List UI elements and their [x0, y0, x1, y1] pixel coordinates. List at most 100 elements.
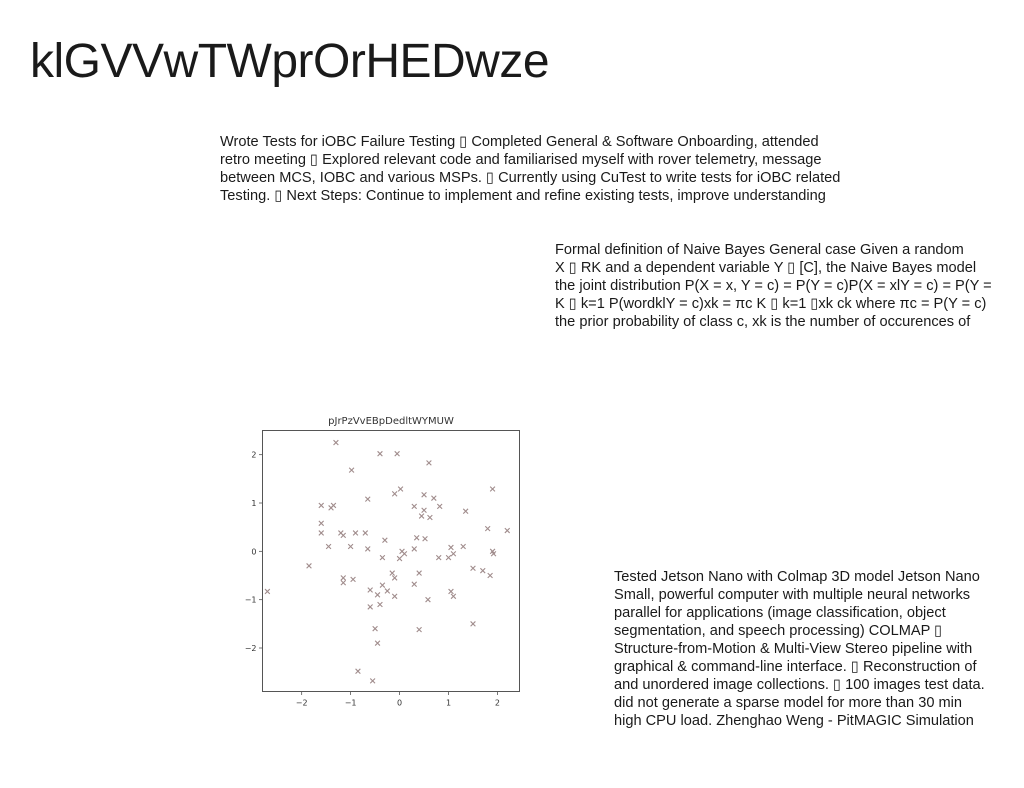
scatter-point — [340, 579, 347, 586]
text-line: K ▯ k=1 P(wordklY = c)xk = πc K ▯ k=1 ▯x… — [555, 296, 987, 312]
scatter-point — [421, 507, 427, 514]
x-tick-label: −1 — [345, 699, 357, 708]
text-line: the prior probability of class c, xk is … — [555, 314, 971, 330]
scatter-point — [325, 543, 332, 550]
scatter-point — [379, 582, 386, 588]
y-tick-label: 1 — [251, 499, 256, 508]
scatter-point — [374, 640, 381, 646]
scatter-point — [435, 554, 442, 561]
scatter-point — [347, 543, 354, 550]
scatter-point — [306, 563, 312, 569]
scatter-point — [369, 678, 376, 684]
scatter-point — [340, 575, 347, 581]
y-tick-label: 0 — [251, 547, 256, 556]
scatter-point — [418, 513, 425, 519]
scatter-point — [318, 520, 325, 527]
text-line: retro meeting ▯ Explored relevant code a… — [220, 152, 822, 168]
scatter-point — [333, 439, 339, 446]
scatter-point — [379, 554, 386, 561]
x-tick-label: 1 — [446, 699, 451, 708]
scatter-point — [462, 508, 469, 515]
scatter-point — [367, 587, 373, 593]
scatter-point — [487, 572, 493, 579]
scatter-point — [362, 530, 369, 536]
scatter-point — [450, 593, 457, 600]
scatter-point — [431, 495, 437, 501]
scatter-point — [394, 450, 400, 457]
scatter-point — [425, 596, 431, 603]
text-line: parallel for applications (image classif… — [614, 605, 946, 621]
y-tick-label: 2 — [251, 451, 256, 460]
chart-title: pJrPzVvEBpDedltWYMUW — [328, 416, 454, 427]
scatter-point — [372, 625, 378, 632]
scatter-point — [389, 570, 396, 576]
text-line: the joint distribution P(X = x, Y = c) =… — [555, 278, 992, 294]
scatter-point — [401, 550, 408, 557]
scatter-point — [411, 503, 418, 510]
scatter-point — [470, 621, 476, 627]
scatter-point — [397, 486, 404, 492]
x-tick-label: −2 — [296, 699, 308, 708]
scatter-point — [264, 588, 271, 595]
y-tick-label: −1 — [245, 596, 257, 605]
scatter-point — [350, 576, 356, 583]
scatter-point — [384, 588, 391, 594]
text-line: Small, powerful computer with multiple n… — [614, 587, 971, 603]
scatter-point — [352, 530, 359, 536]
scatter-point — [374, 592, 381, 598]
scatter-point — [367, 604, 373, 610]
text-line: Tested Jetson Nano with Colmap 3D model … — [614, 569, 980, 585]
scatter-points — [264, 439, 511, 684]
text-line: Structure-from-Motion & Multi-View Stere… — [614, 641, 973, 657]
text-block-naive-bayes: Formal definition of Naive Bayes General… — [555, 241, 1024, 331]
scatter-point — [318, 502, 325, 509]
scatter-point — [416, 626, 422, 633]
text-line: and unordered image collections. ▯ 100 i… — [614, 677, 985, 693]
scatter-point — [436, 503, 443, 510]
x-tick-label: 0 — [397, 699, 402, 708]
scatter-point — [391, 575, 398, 581]
scatter-point — [489, 486, 496, 492]
scatter-point — [427, 514, 433, 521]
text-line: Wrote Tests for iOBC Failure Testing ▯ C… — [220, 134, 819, 150]
scatter-point — [484, 525, 491, 532]
scatter-point — [364, 546, 371, 552]
axis-ticks: −2 −1 0 1 2 2 1 0 −1 −2 — [245, 451, 500, 708]
scatter-point — [426, 460, 432, 466]
scatter-point — [328, 505, 334, 511]
scatter-point — [421, 491, 427, 498]
scatter-point — [391, 491, 398, 497]
scatter-point — [450, 550, 457, 557]
text-line: Formal definition of Naive Bayes General… — [555, 242, 964, 258]
scatter-point — [490, 550, 497, 557]
scatter-point — [470, 565, 476, 572]
scatter-point — [445, 554, 452, 561]
scatter-point — [396, 555, 403, 562]
scatter-point — [416, 570, 422, 576]
text-line: between MCS, IOBC and various MSPs. ▯ Cu… — [220, 170, 841, 186]
slide-title: klGVVwTWprOrHEDwze — [30, 35, 550, 88]
x-tick-label: 2 — [495, 699, 500, 708]
scatter-point — [411, 581, 418, 587]
scatter-point — [479, 567, 486, 574]
scatter-point — [391, 593, 398, 600]
text-block-iobc-testing: Wrote Tests for iOBC Failure Testing ▯ C… — [220, 133, 920, 205]
scatter-point — [448, 544, 454, 551]
text-block-jetson-nano: Tested Jetson Nano with Colmap 3D model … — [614, 568, 1024, 730]
scatter-point — [377, 450, 383, 457]
scatter-point — [364, 496, 371, 502]
scatter-point — [355, 668, 361, 674]
scatter-point — [348, 467, 355, 473]
scatter-point — [504, 527, 511, 534]
text-line: Testing. ▯ Next Steps: Continue to imple… — [220, 188, 826, 204]
text-line: graphical & command-line interface. ▯ Re… — [614, 659, 977, 675]
scatter-point — [448, 588, 454, 595]
scatter-point — [422, 535, 428, 542]
scatter-point — [411, 546, 418, 552]
scatter-chart: pJrPzVvEBpDedltWYMUW −2 −1 0 1 2 2 1 0 −1 −2 — [245, 416, 520, 708]
y-tick-label: −2 — [245, 644, 257, 653]
text-line: segmentation, and speech processing) COL… — [614, 623, 943, 639]
scatter-point — [377, 601, 383, 608]
scatter-point — [413, 535, 420, 541]
text-line: X ▯ RK and a dependent variable Y ▯ [C],… — [555, 260, 977, 276]
